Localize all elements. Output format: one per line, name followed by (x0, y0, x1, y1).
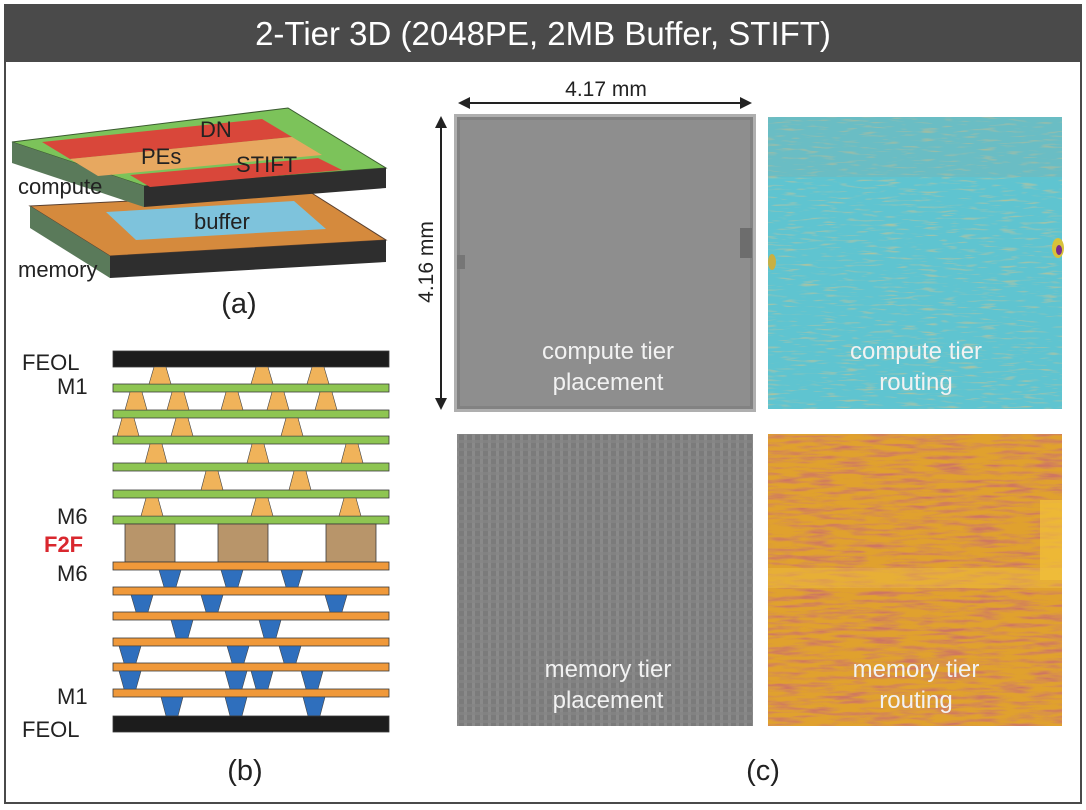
compute-placement-image (454, 114, 756, 412)
height-dimension-arrow (435, 116, 447, 410)
figure-title: 2-Tier 3D (2048PE, 2MB Buffer, STIFT) (255, 15, 831, 52)
compute-routing-subtitle: routing (879, 369, 952, 396)
f2f-label: F2F (44, 532, 83, 557)
via (158, 569, 182, 588)
compute-metal-layer (112, 515, 390, 525)
via (300, 670, 324, 690)
height-dimension-label: 4.16 mm (415, 221, 438, 303)
memory-label: memory (18, 257, 97, 282)
caption-b: (b) (227, 755, 262, 787)
compute-metal-layer (112, 489, 390, 499)
dn-label: DN (200, 117, 232, 142)
f2f-bond (325, 523, 377, 563)
compute-placement-title: compute tier (542, 338, 674, 365)
via (200, 470, 224, 491)
m1-bottom-label: M1 (57, 684, 88, 709)
panel-b-cross-section (112, 350, 390, 733)
stift-stripe (130, 158, 342, 187)
via (144, 443, 168, 464)
via (170, 619, 194, 639)
via (246, 443, 270, 464)
compute-tier-side (12, 142, 144, 207)
width-dimension-arrow (458, 97, 752, 109)
via (324, 594, 348, 613)
compute-placement-subtitle: placement (553, 369, 664, 396)
via (124, 391, 148, 411)
via (266, 391, 290, 411)
via (280, 417, 304, 437)
buffer-block (106, 201, 326, 240)
via (258, 619, 282, 639)
m1-top-label: M1 (57, 374, 88, 399)
m6-top-label: M6 (57, 504, 88, 529)
via (280, 569, 304, 588)
via (250, 670, 274, 690)
feol-top-label: FEOL (22, 350, 79, 375)
width-dimension-label: 4.17 mm (565, 78, 647, 101)
memory-metal-layer (112, 637, 390, 647)
via (118, 670, 142, 690)
buffer-label: buffer (194, 209, 250, 234)
via (220, 391, 244, 411)
memory-routing-heatmap (768, 434, 1062, 726)
memory-placement-image (457, 434, 753, 726)
pe-block (70, 137, 322, 176)
via (200, 594, 224, 613)
via (250, 366, 274, 385)
compute-tier-front (144, 168, 386, 207)
dn-stripe-top (42, 119, 292, 159)
compute-metal-layer (112, 409, 390, 419)
title-bar (5, 5, 1081, 62)
feol-bottom-label: FEOL (22, 717, 79, 742)
f2f-bond (124, 523, 176, 563)
memory-metal-layer (112, 561, 390, 571)
memory-tier-front (110, 240, 386, 278)
compute-metal-layer (112, 383, 390, 393)
stift-label: STIFT (236, 152, 297, 177)
via (140, 497, 164, 517)
via (148, 366, 172, 385)
memory-metal-layer (112, 662, 390, 672)
via (166, 391, 190, 411)
via (170, 417, 194, 437)
via (338, 497, 362, 517)
memory-routing-title: memory tier (853, 656, 980, 683)
compute-routing-title: compute tier (850, 338, 982, 365)
memory-routing-subtitle: routing (879, 687, 952, 714)
via (340, 443, 364, 464)
m6-bottom-label: M6 (57, 561, 88, 586)
caption-c: (c) (746, 755, 780, 787)
memory-placement-title: memory tier (545, 656, 672, 683)
via (314, 391, 338, 411)
compute-metal-layer (112, 435, 390, 445)
memory-tier-side (30, 206, 110, 278)
memory-metal-layer (112, 688, 390, 698)
caption-a: (a) (221, 288, 256, 320)
via (226, 645, 250, 664)
via (288, 470, 312, 491)
compute-metal-layer (112, 462, 390, 472)
memory-metal-layer (112, 586, 390, 596)
via (220, 569, 244, 588)
via (224, 670, 248, 690)
memory-metal-layer (112, 611, 390, 621)
feol-bottom-layer (112, 715, 390, 733)
via (250, 497, 274, 517)
pes-label: PEs (141, 144, 181, 169)
compute-label: compute (18, 174, 102, 199)
feol-top-layer (112, 350, 390, 368)
via (118, 645, 142, 664)
panel-a-stack-diagram (11, 107, 388, 278)
compute-routing-heatmap (768, 117, 1064, 409)
via (130, 594, 154, 613)
memory-placement-subtitle: placement (553, 687, 664, 714)
via (116, 417, 140, 437)
via (278, 645, 302, 664)
f2f-bond (217, 523, 269, 563)
via (306, 366, 330, 385)
